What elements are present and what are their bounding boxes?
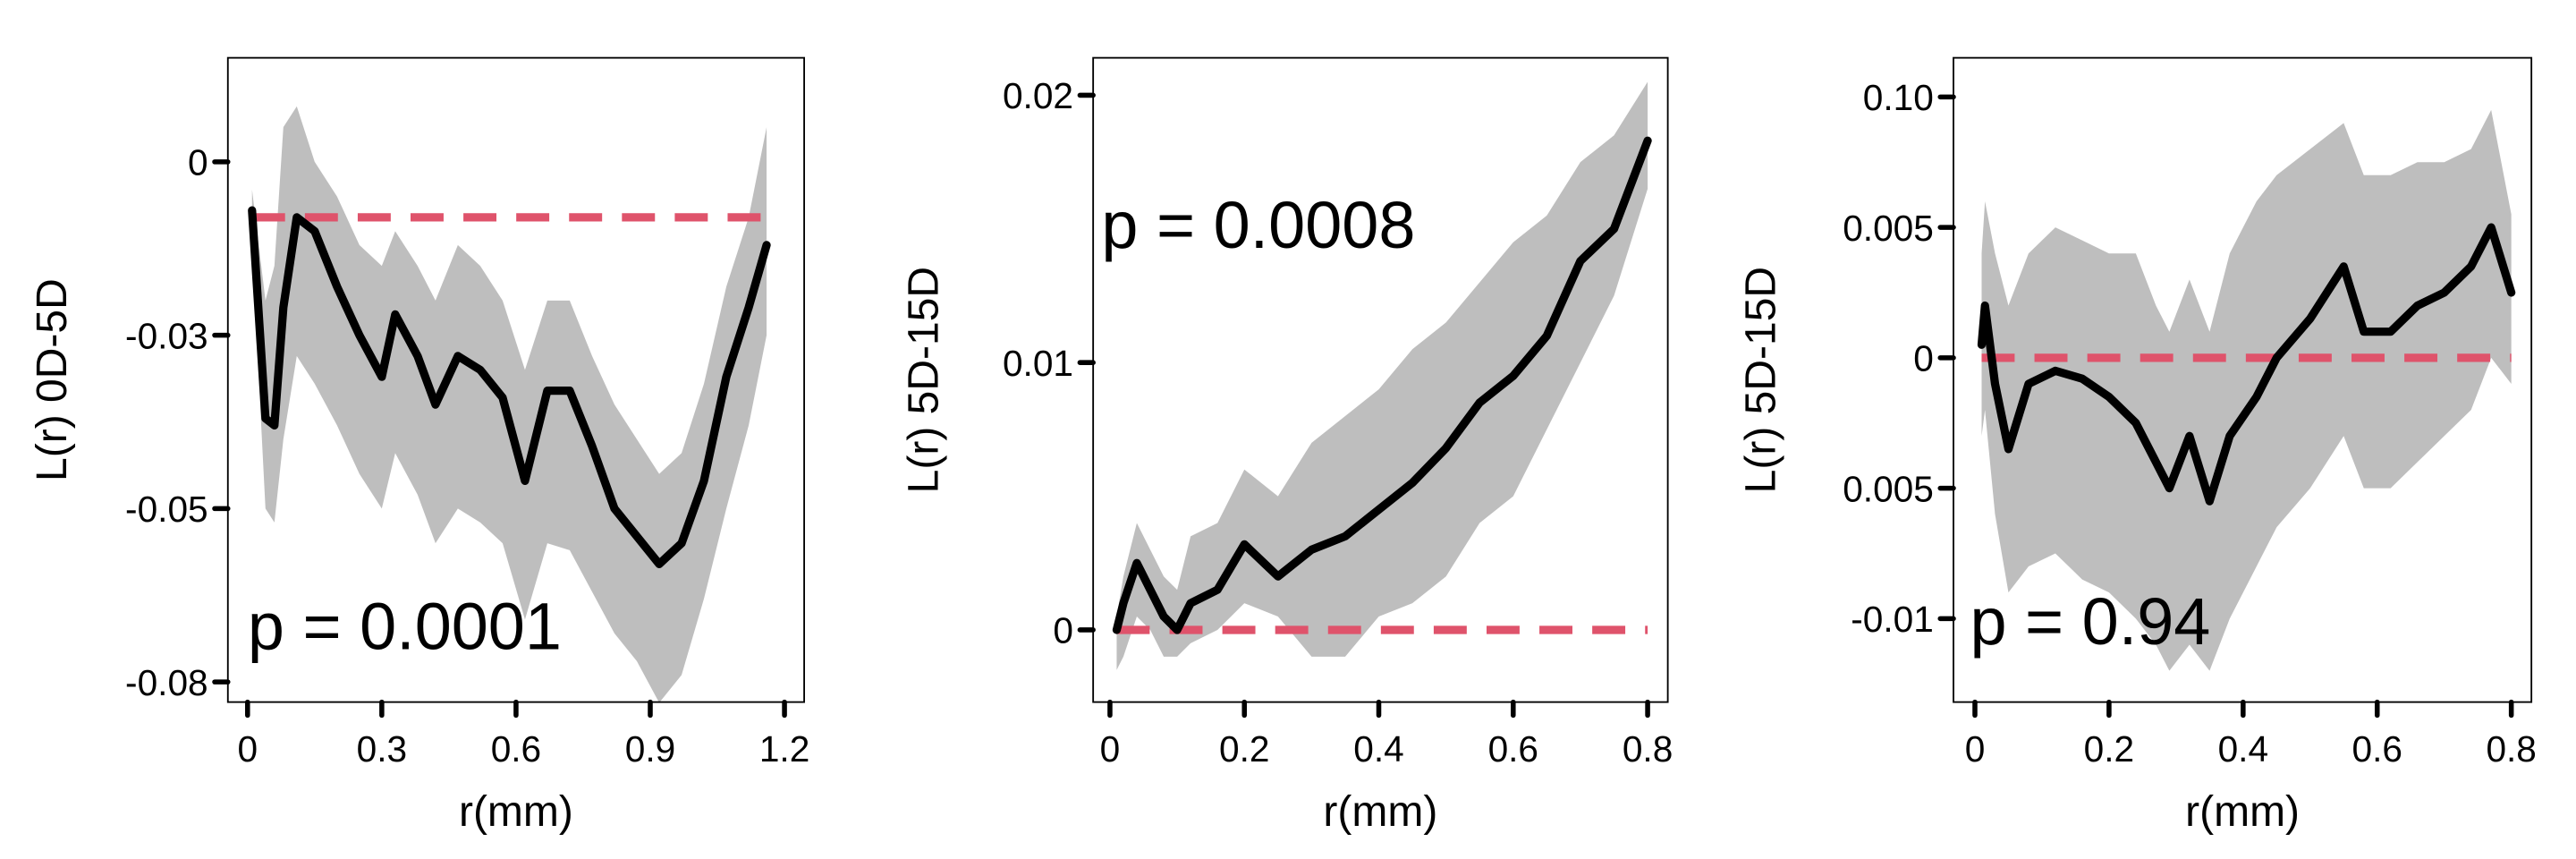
y-tick-label: 0.01 xyxy=(1003,343,1073,384)
y-tick-label: 0.02 xyxy=(1003,75,1073,116)
x-tick-label: 0.9 xyxy=(625,728,675,770)
y-tick-label: 0 xyxy=(1913,338,1934,379)
x-tick-label: 0.2 xyxy=(1219,728,1269,770)
x-axis-label: r(mm) xyxy=(1323,788,1437,836)
x-tick-label: 0.3 xyxy=(357,728,407,770)
y-tick-label: 0 xyxy=(188,142,208,183)
y-axis-label: L(r) 5D-15D xyxy=(901,267,948,493)
y-tick-label: 0.005 xyxy=(1843,468,1934,509)
x-axis-label: r(mm) xyxy=(459,788,573,836)
y-tick-label: 0 xyxy=(1053,610,1073,651)
x-tick-label: 0.2 xyxy=(2084,728,2134,770)
x-tick-label: 0.8 xyxy=(1623,728,1673,770)
x-tick-label: 0 xyxy=(1965,728,1986,770)
p-value-annotation: p = 0.0008 xyxy=(1101,188,1415,262)
p-value-annotation: p = 0.94 xyxy=(1970,584,2210,659)
y-tick-label: -0.08 xyxy=(125,662,208,703)
x-tick-label: 0 xyxy=(237,728,258,770)
envelope xyxy=(1116,81,1648,670)
y-tick-label: -0.05 xyxy=(125,489,208,530)
data-line xyxy=(1112,136,1652,634)
envelope xyxy=(251,106,767,703)
x-tick-label: 0 xyxy=(1100,728,1121,770)
x-tick-label: 0.6 xyxy=(1488,728,1538,770)
data-line xyxy=(248,206,771,569)
x-tick-label: 0.6 xyxy=(2352,728,2402,770)
y-tick-label: 0.10 xyxy=(1863,77,1934,118)
y-tick-label: -0.03 xyxy=(125,315,208,356)
y-axis-label: L(r) 0D-5D xyxy=(29,278,76,481)
x-tick-label: 0.4 xyxy=(1353,728,1403,770)
data-line xyxy=(1977,223,2516,506)
p-value-annotation: p = 0.0001 xyxy=(248,590,562,664)
envelope xyxy=(1981,109,2512,671)
y-tick-label: 0.005 xyxy=(1843,208,1934,249)
x-tick-label: 0.6 xyxy=(491,728,541,770)
x-tick-label: 0.4 xyxy=(2218,728,2268,770)
x-tick-label: 0.8 xyxy=(2486,728,2536,770)
x-axis-label: r(mm) xyxy=(2185,788,2300,836)
y-axis-label: L(r) 5D-15D xyxy=(1738,267,1785,493)
y-tick-label: -0.01 xyxy=(1851,599,1934,640)
x-tick-label: 1.2 xyxy=(759,728,809,770)
